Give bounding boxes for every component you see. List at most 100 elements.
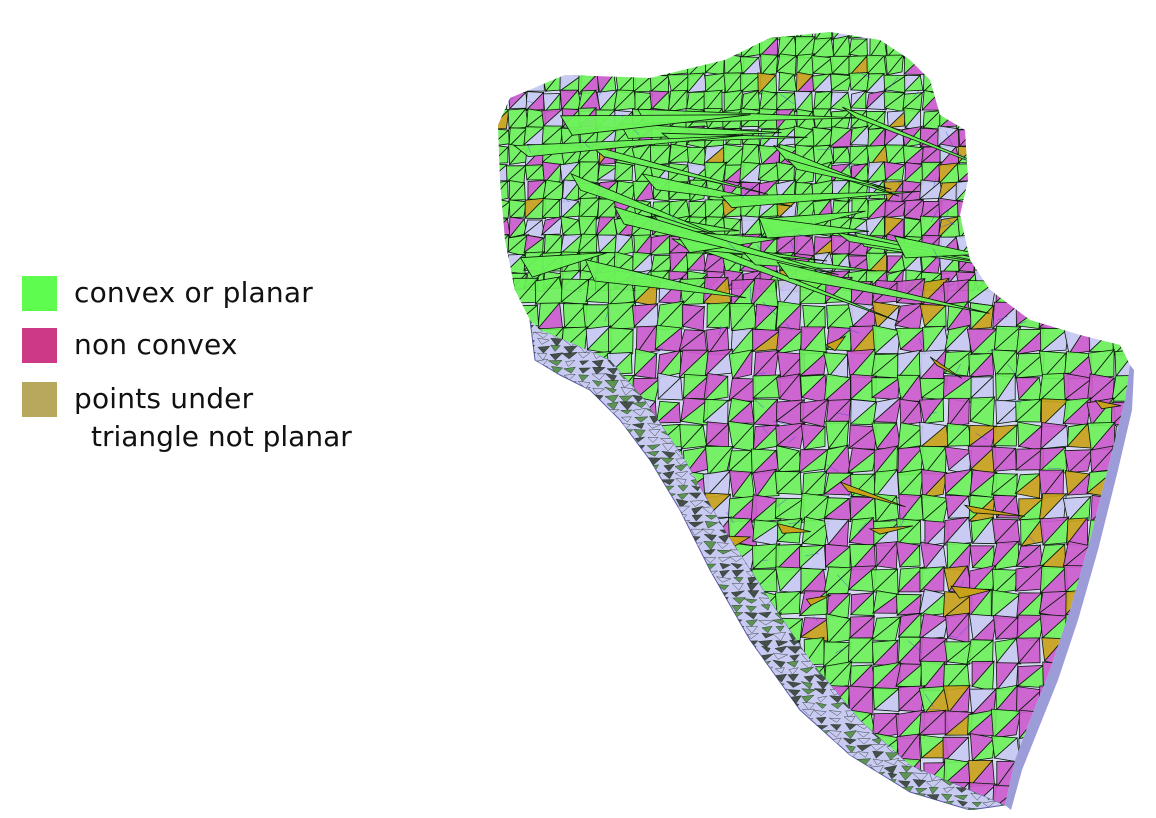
mesh-triangle (549, 556, 561, 563)
mesh-triangle (498, 711, 516, 736)
mesh-triangle (663, 764, 676, 774)
mesh-triangle (498, 269, 511, 290)
mesh-triangle (498, 399, 518, 426)
mesh-triangle (1112, 543, 1130, 569)
mesh-triangle (620, 659, 634, 667)
mesh-triangle (778, 732, 801, 759)
mesh-triangle (870, 765, 884, 774)
mesh-triangle (729, 711, 757, 739)
mesh-triangle (582, 449, 611, 475)
mesh-triangle (603, 681, 617, 688)
mesh-triangle (1066, 38, 1087, 58)
mesh-triangle (589, 436, 603, 444)
mesh-triangle (584, 709, 611, 737)
mesh-triangle (801, 694, 815, 704)
mesh-triangle (1028, 161, 1050, 182)
mesh-triangle (586, 640, 612, 667)
mesh-triangle (630, 542, 662, 568)
mesh-triangle (921, 56, 940, 76)
mesh-triangle (1137, 426, 1156, 447)
mesh-triangle (747, 786, 760, 795)
mesh-triangle (561, 570, 579, 578)
mesh-triangle (537, 398, 566, 426)
mesh-triangle (761, 632, 775, 639)
mesh-triangle (535, 414, 551, 422)
mesh-triangle (578, 660, 591, 670)
legend-label-nonconvex: non convex (74, 328, 238, 361)
mesh-triangle (992, 201, 1012, 219)
mesh-triangle (1136, 272, 1156, 289)
mesh-triangle (584, 709, 611, 738)
mesh-triangle (564, 554, 577, 564)
mesh-triangle (1065, 56, 1087, 76)
mesh-triangle (702, 734, 732, 759)
mesh-triangle (1119, 108, 1130, 131)
mesh-triangle (690, 757, 704, 768)
mesh-triangle (1117, 161, 1130, 182)
mesh-triangle (1118, 161, 1130, 182)
mesh-triangle (609, 612, 632, 644)
mesh-triangle (703, 688, 716, 695)
mesh-triangle (799, 761, 829, 786)
mesh-triangle (703, 582, 717, 590)
mesh-triangle (618, 556, 632, 563)
mesh-triangle (702, 759, 717, 766)
mesh-triangle (1065, 217, 1084, 238)
mesh-triangle (635, 625, 645, 634)
mesh-triangle (1137, 447, 1156, 475)
mesh-triangle (705, 641, 734, 666)
mesh-triangle (829, 717, 841, 723)
mesh-triangle (729, 745, 745, 753)
mesh-triangle (843, 730, 857, 739)
mesh-triangle (608, 760, 637, 784)
mesh-triangle (586, 684, 614, 711)
mesh-triangle (1136, 377, 1156, 398)
mesh-triangle (789, 654, 800, 662)
legend-label-notplanar: points under (74, 382, 254, 415)
mesh-triangle (620, 416, 632, 423)
mesh-triangle (715, 737, 731, 745)
mesh-triangle (702, 711, 732, 736)
mesh-triangle (560, 569, 586, 592)
mesh-triangle (533, 716, 550, 724)
mesh-triangle (776, 757, 805, 788)
mesh-triangle (655, 662, 683, 689)
mesh-triangle (673, 787, 687, 794)
mesh-triangle (535, 633, 548, 639)
mesh-triangle (691, 562, 702, 570)
mesh-triangle (514, 516, 542, 544)
mesh-triangle (631, 463, 649, 473)
mesh-triangle (740, 32, 762, 40)
mesh-triangle (799, 753, 816, 759)
mesh-triangle (1013, 809, 1024, 810)
legend-swatch-convex (22, 276, 57, 311)
mesh-triangle (778, 710, 806, 739)
mesh-triangle (507, 36, 528, 60)
mesh-triangle (799, 666, 815, 674)
mesh-triangle (610, 637, 637, 668)
mesh-triangle (705, 703, 718, 712)
mesh-triangle (1064, 145, 1085, 168)
mesh-triangle (772, 772, 788, 781)
mesh-triangle (1112, 708, 1130, 737)
mesh-triangle (590, 631, 605, 639)
mesh-triangle (902, 37, 923, 59)
mesh-triangle (701, 733, 731, 758)
mesh-triangle (530, 442, 536, 453)
mesh-triangle (536, 428, 550, 439)
mesh-triangle (680, 565, 708, 592)
mesh-triangle (1136, 55, 1155, 72)
mesh-triangle (773, 709, 786, 717)
mesh-triangle (498, 614, 512, 644)
mesh-triangle (674, 653, 688, 660)
mesh-triangle (690, 654, 702, 661)
mesh-triangle (676, 675, 689, 682)
mesh-triangle (648, 534, 660, 542)
mesh-triangle (674, 463, 689, 472)
mesh-triangle (549, 429, 565, 437)
mesh-triangle (703, 792, 719, 801)
mesh-triangle (563, 674, 578, 682)
mesh-triangle (505, 32, 528, 39)
mesh-triangle (647, 437, 659, 443)
mesh-triangle (1081, 38, 1103, 59)
